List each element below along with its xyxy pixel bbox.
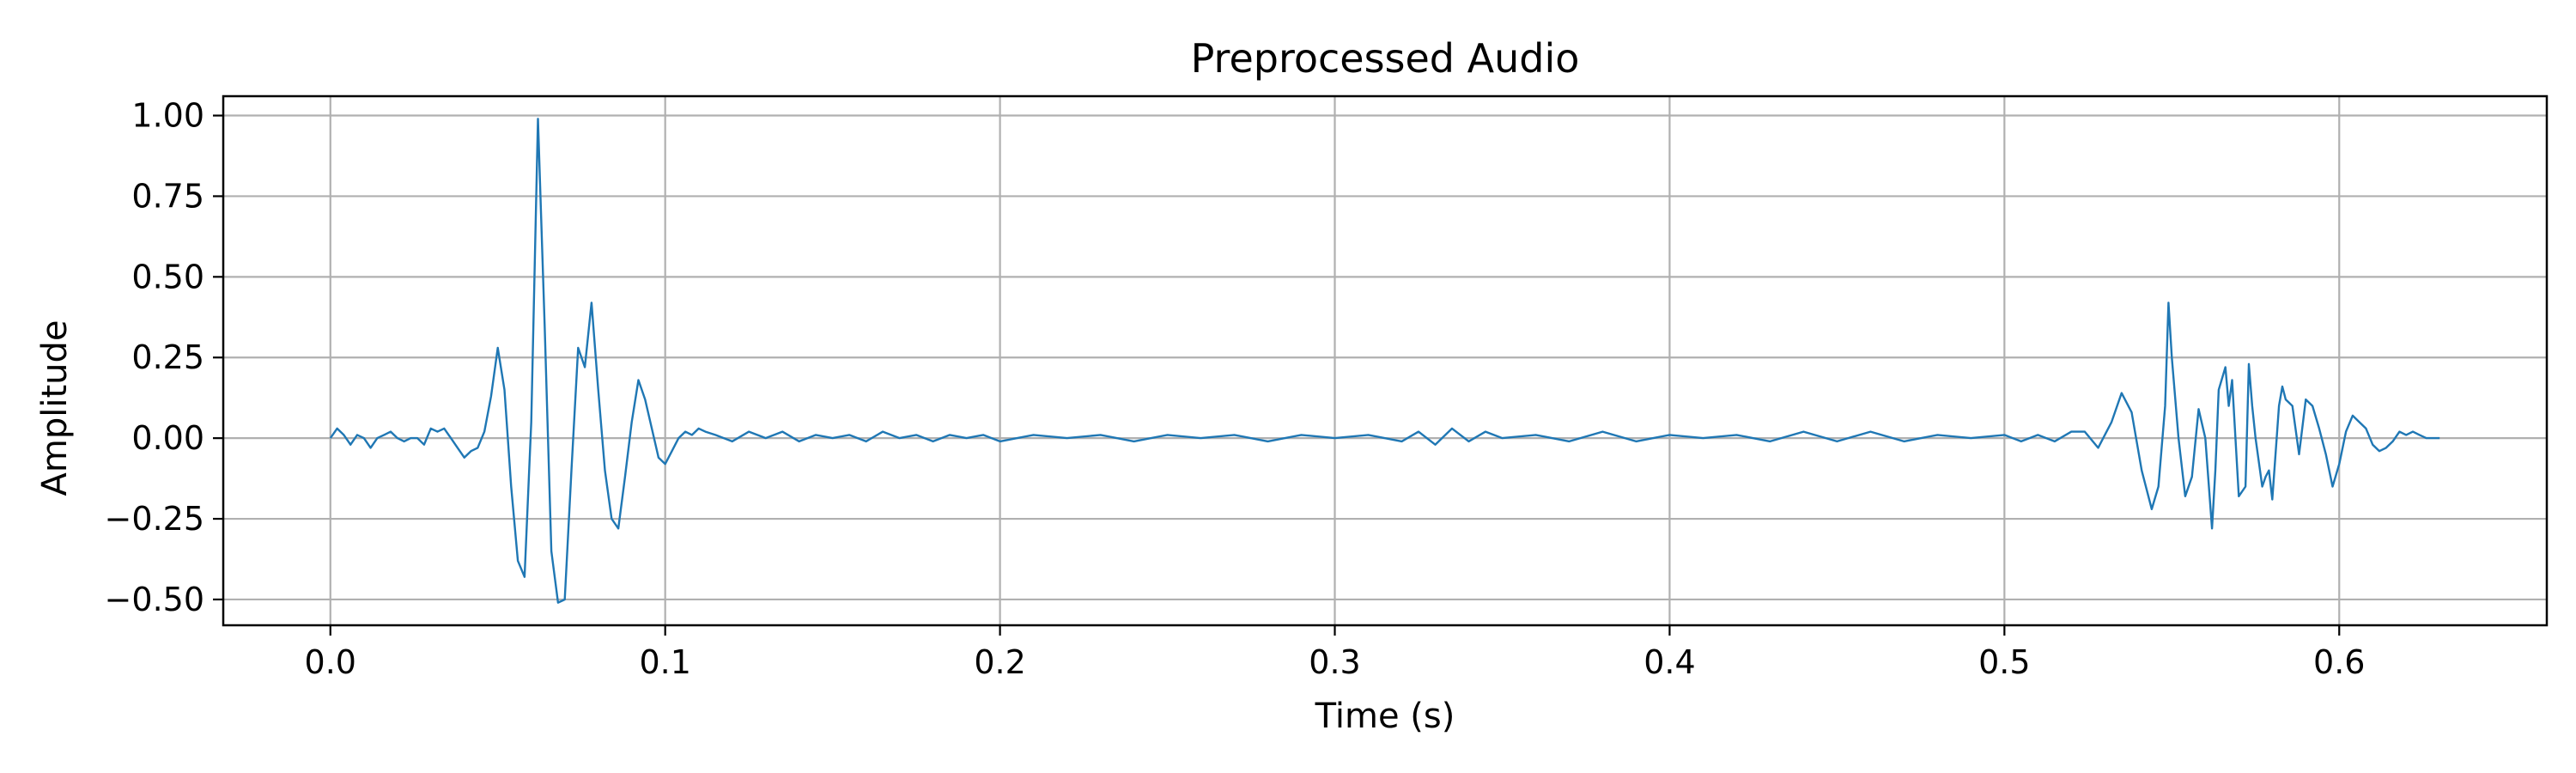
y-tick-label: 0.75: [131, 177, 204, 215]
y-tick-label: −0.25: [105, 500, 204, 538]
x-tick-label: 0.0: [305, 643, 356, 681]
x-tick-label: 0.3: [1309, 643, 1360, 681]
chart-title: Preprocessed Audio: [1191, 35, 1580, 82]
series-line: [329, 118, 2440, 604]
x-axis: 0.0 0.1 0.2 0.3 0.4 0.5 0.6: [305, 625, 2365, 681]
series-layer: [329, 118, 2440, 604]
y-tick-label: 0.25: [131, 338, 204, 376]
x-tick-label: 0.2: [974, 643, 1025, 681]
y-axis-label: Amplitude: [35, 320, 75, 496]
y-tick-label: 0.50: [131, 258, 204, 295]
x-tick-label: 0.6: [2313, 643, 2365, 681]
plot-frame: [222, 94, 2549, 627]
y-tick-label: 1.00: [131, 97, 204, 135]
x-tick-label: 0.4: [1643, 643, 1695, 681]
x-axis-label: Time (s): [1315, 697, 1455, 736]
x-tick-label: 0.1: [639, 643, 690, 681]
x-tick-label: 0.5: [1978, 643, 2030, 681]
y-axis: 1.00 0.75 0.50 0.25 0.00 −0.25 −0.50: [105, 97, 223, 618]
y-tick-label: 0.00: [131, 419, 204, 457]
y-tick-label: −0.50: [105, 581, 204, 618]
grid: [223, 96, 2547, 625]
